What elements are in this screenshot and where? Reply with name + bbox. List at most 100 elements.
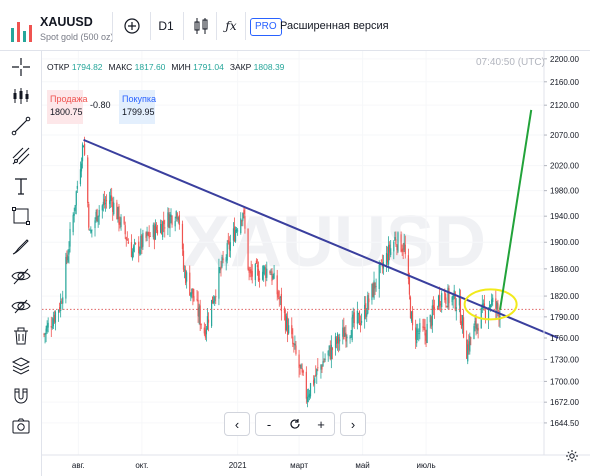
- candle-body: [409, 297, 412, 319]
- candle-body: [389, 244, 391, 253]
- candle-body: [272, 275, 274, 279]
- candle-body: [447, 287, 449, 308]
- crosshair-icon: [12, 58, 30, 76]
- scroll-right-button[interactable]: ›: [340, 412, 366, 436]
- candle-body: [441, 293, 443, 308]
- candle-body: [424, 326, 426, 336]
- remove-drawings-tool[interactable]: [7, 322, 35, 350]
- time-tick-label: июль: [417, 461, 436, 470]
- rectangle-tool[interactable]: [7, 202, 35, 230]
- candle-body: [417, 330, 419, 332]
- magnet-icon: [11, 299, 31, 314]
- reset-button[interactable]: [282, 413, 308, 435]
- interval-button[interactable]: D1: [158, 19, 174, 33]
- screenshot-tool[interactable]: [7, 412, 35, 440]
- candle-body: [437, 295, 440, 307]
- toolbar-divider: [245, 12, 246, 40]
- candle-body: [371, 284, 373, 301]
- magnet-tool[interactable]: [7, 292, 35, 320]
- hide-drawings-tool[interactable]: [7, 262, 35, 290]
- candle-body: [171, 216, 173, 225]
- candle-body: [404, 244, 406, 255]
- candle-body: [52, 318, 54, 327]
- indicators-button[interactable]: ƒx: [220, 14, 242, 38]
- candle-body: [440, 303, 442, 305]
- chart-type-button[interactable]: [190, 14, 212, 38]
- trend-line-tool[interactable]: [7, 112, 35, 140]
- scroll-left-button[interactable]: ‹: [224, 412, 250, 436]
- candle-body: [307, 395, 310, 397]
- candle-body: [436, 308, 439, 310]
- toolbar-divider: [150, 12, 151, 40]
- candle-body: [254, 263, 256, 281]
- add-symbol-button[interactable]: [120, 14, 144, 38]
- zoom-in-button[interactable]: +: [317, 416, 325, 432]
- candle-body: [198, 307, 200, 317]
- candle-body: [89, 229, 91, 231]
- pitchfork-tool[interactable]: [7, 142, 35, 170]
- candle-body: [477, 327, 479, 331]
- text-tool[interactable]: [7, 172, 35, 200]
- time-tick-label: май: [355, 461, 369, 470]
- candle-body: [467, 344, 469, 362]
- candle-body: [148, 232, 150, 239]
- candle-body: [302, 370, 304, 373]
- candle-body: [498, 311, 500, 321]
- candle-body: [306, 396, 308, 403]
- candle-body: [359, 322, 362, 326]
- candle-body: [177, 217, 179, 220]
- candle-body: [61, 302, 63, 304]
- ohlc-legend: ОТКР 1794.82 МАКС 1817.60 МИН 1791.04 ЗА…: [47, 62, 284, 72]
- price-tick-label: 1700.00: [550, 377, 579, 386]
- settings-gear-icon[interactable]: [565, 449, 579, 463]
- candle-body: [273, 272, 275, 279]
- candle-body: [103, 198, 105, 205]
- layers-tool[interactable]: [7, 352, 35, 380]
- candle-body: [119, 222, 121, 225]
- price-chart[interactable]: XAUUSD 2200.00 2160.00 2120.00 2070.00 2020.…: [42, 51, 590, 476]
- candle-settings-tool[interactable]: [7, 82, 35, 110]
- candle-body: [262, 271, 264, 280]
- candle-body: [402, 248, 404, 252]
- magnet-snap-tool[interactable]: [7, 382, 35, 410]
- candle-body: [269, 271, 271, 274]
- chart-canvas[interactable]: XAUUSD 2200.002160.002120.002070.002020.…: [42, 51, 590, 476]
- candle-body: [160, 224, 162, 233]
- candle-body: [343, 327, 345, 340]
- candle-body: [278, 298, 280, 300]
- crosshair-tool[interactable]: [7, 53, 35, 81]
- candle-body: [416, 328, 418, 344]
- candle-body: [146, 231, 148, 237]
- candle-body: [67, 256, 69, 262]
- candle-body: [433, 306, 436, 310]
- candle-body: [72, 215, 74, 233]
- candle-body: [378, 264, 380, 289]
- candle-body: [446, 306, 448, 308]
- candle-body: [213, 301, 215, 304]
- candle-body: [176, 213, 178, 219]
- time-tick-label: март: [290, 461, 308, 470]
- pro-badge[interactable]: PRO: [250, 18, 282, 36]
- time-axis[interactable]: авг. окт. 2021 март май июль: [42, 454, 590, 470]
- candle-body: [488, 304, 491, 309]
- price-axis[interactable]: 2200.00 2160.00 2120.00 2070.00 2020.00 1980.…: [543, 51, 579, 455]
- candle-body: [170, 214, 172, 217]
- candle-body: [139, 249, 141, 255]
- drawing-toolbar: [0, 51, 42, 476]
- extended-version-link[interactable]: Расширенная версия: [280, 20, 389, 32]
- candle-body: [232, 228, 235, 241]
- zoom-out-button[interactable]: -: [266, 416, 272, 432]
- candle-body: [324, 358, 326, 361]
- brush-tool[interactable]: [7, 232, 35, 260]
- buy-price: 1799.95: [122, 107, 155, 117]
- candle-body: [429, 314, 431, 323]
- sell-button[interactable]: Продажа 1800.75: [47, 90, 88, 124]
- candle-body: [140, 235, 142, 249]
- buy-button[interactable]: Покупка 1799.95: [119, 90, 156, 124]
- candle-body: [142, 232, 144, 247]
- candle-body: [466, 339, 468, 359]
- candle-body: [222, 258, 224, 261]
- symbol-ticker[interactable]: XAUUSD: [40, 15, 93, 29]
- candle-body: [98, 209, 100, 217]
